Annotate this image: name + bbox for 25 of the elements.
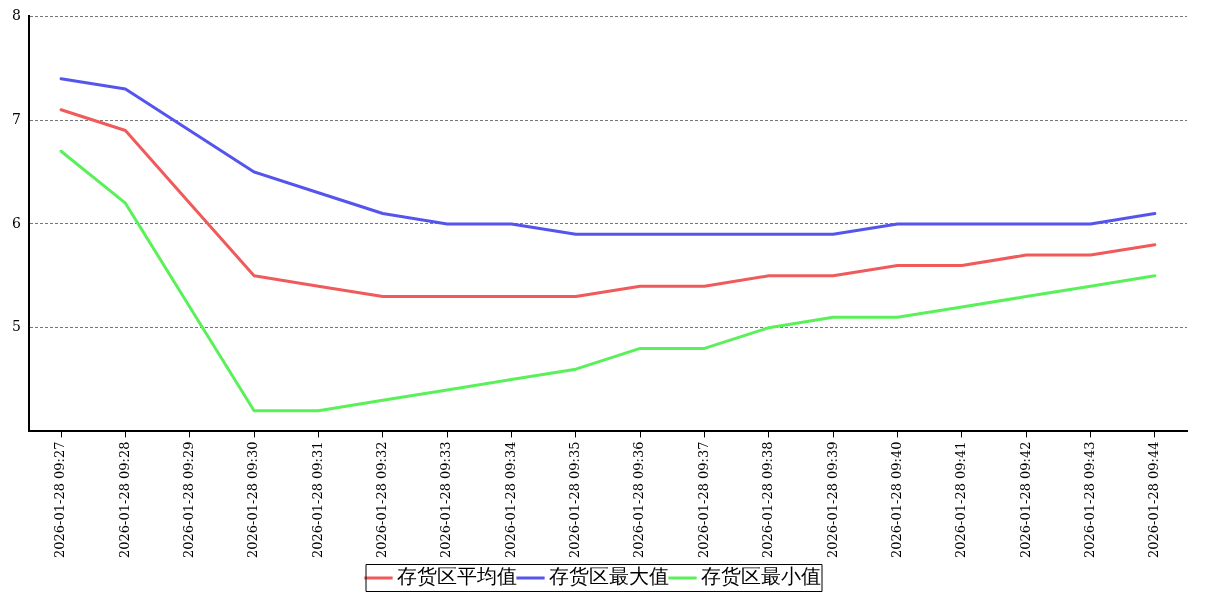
y-tick-label: 7 [11, 110, 21, 127]
x-tick-label: 2026-01-28 09:42 [1017, 441, 1033, 559]
legend-label: 存货区平均值 [396, 564, 517, 589]
x-tick-label: 2026-01-28 09:40 [888, 441, 904, 559]
legend-label: 存货区最大值 [548, 564, 669, 589]
x-tick-label: 2026-01-28 09:39 [824, 441, 840, 559]
x-tick-label: 2026-01-28 09:29 [181, 441, 197, 559]
x-tick-label: 2026-01-28 09:35 [567, 441, 583, 559]
y-tick-label: 8 [11, 7, 21, 24]
x-tick-label: 2026-01-28 09:37 [695, 441, 711, 559]
x-tick-label: 2026-01-28 09:44 [1146, 441, 1162, 559]
x-tick-label: 2026-01-28 09:38 [760, 441, 776, 559]
x-tick-label: 2026-01-28 09:28 [116, 441, 132, 559]
x-tick-label: 2026-01-28 09:36 [631, 441, 647, 559]
x-tick-label: 2026-01-28 09:33 [438, 441, 454, 559]
x-tick-label: 2026-01-28 09:30 [245, 441, 261, 559]
x-tick-label: 2026-01-28 09:31 [309, 441, 325, 559]
legend-label: 存货区最小值 [700, 564, 821, 589]
x-tick-label: 2026-01-28 09:43 [1081, 441, 1097, 559]
x-tick-label: 2026-01-28 09:27 [52, 441, 68, 559]
y-tick-label: 5 [11, 318, 21, 335]
x-tick-label: 2026-01-28 09:41 [953, 441, 969, 559]
y-tick-label: 6 [11, 214, 21, 231]
x-tick-label: 2026-01-28 09:34 [502, 441, 518, 559]
x-tick-label: 2026-01-28 09:32 [374, 441, 390, 559]
